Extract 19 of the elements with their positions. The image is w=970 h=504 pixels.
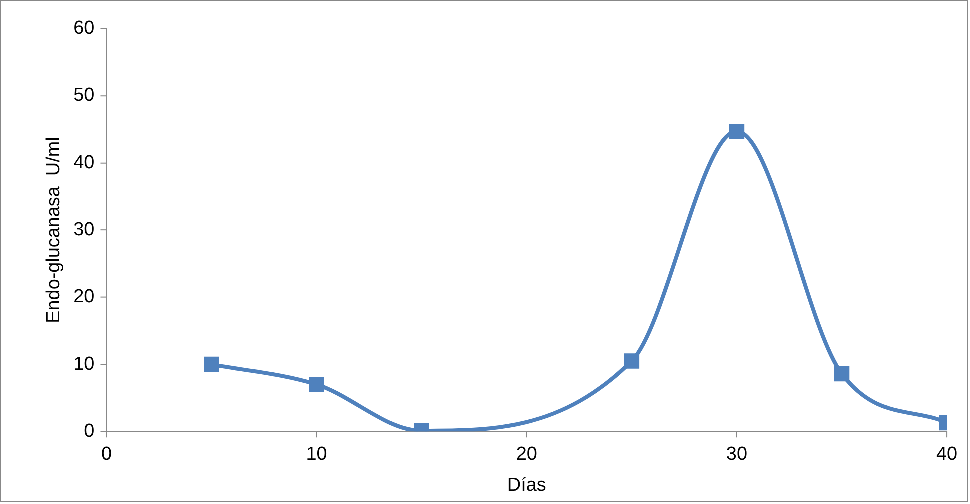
- y-tick-label: 40: [74, 152, 95, 174]
- point: [309, 377, 324, 392]
- y-tick-label: 30: [74, 220, 95, 240]
- y-tick-label: 10: [74, 354, 95, 375]
- x-tick-label: 20: [516, 444, 538, 466]
- point: [729, 124, 745, 140]
- y-tick-label: 50: [74, 85, 95, 106]
- y-axis-title: Endo-glucanasa U/ml: [44, 137, 65, 324]
- x-tick-label: 40: [936, 444, 958, 466]
- y-tick-label: 20: [74, 286, 95, 308]
- y-tick-label: 60: [74, 18, 95, 40]
- point: [204, 356, 220, 372]
- x-tick-label: 0: [101, 444, 112, 466]
- point: [834, 366, 850, 382]
- x-tick-label: 10: [306, 444, 328, 466]
- x-axis-title: Días: [507, 474, 546, 496]
- y-tick-label: 0: [84, 420, 95, 442]
- point: [624, 354, 640, 369]
- x-tick-label: 30: [726, 444, 748, 466]
